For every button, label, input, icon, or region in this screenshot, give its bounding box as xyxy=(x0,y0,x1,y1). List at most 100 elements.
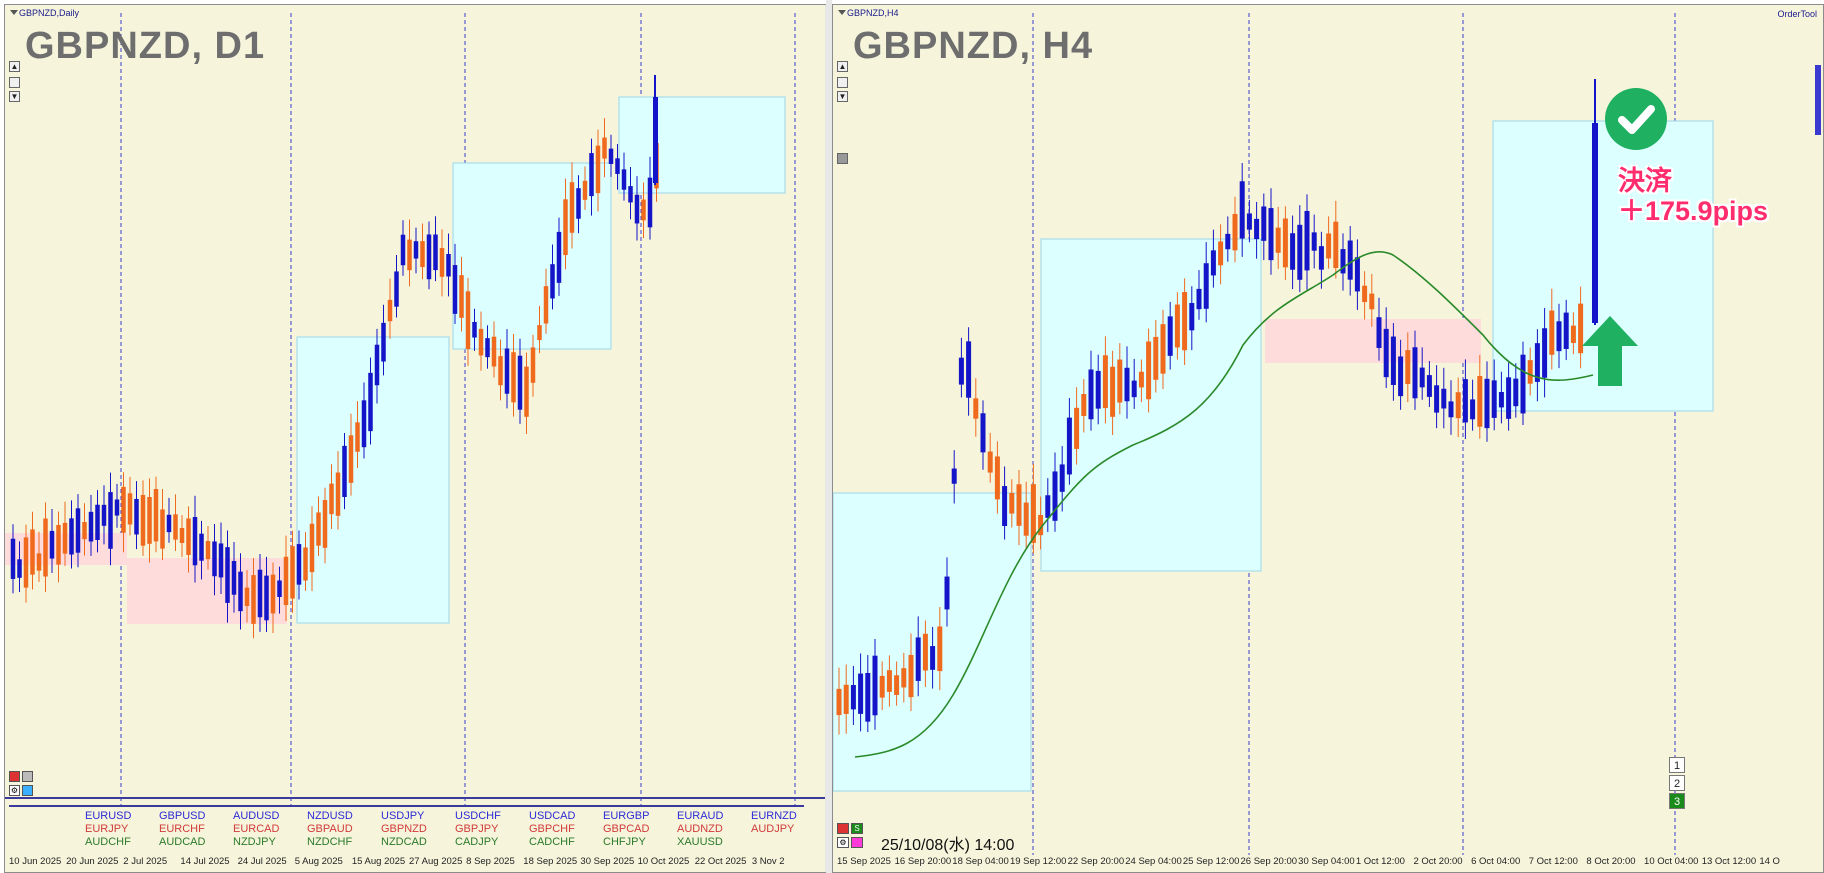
bull-candle xyxy=(1189,303,1195,331)
pair-link-audnzd[interactable]: AUDNZD xyxy=(677,823,723,835)
bear-candle xyxy=(244,587,250,607)
pair-link-chfjpy[interactable]: CHFJPY xyxy=(603,836,646,848)
bull-candle xyxy=(1225,233,1231,250)
bear-candle xyxy=(179,527,185,544)
bull-candle xyxy=(1304,210,1310,271)
restore-icon[interactable] xyxy=(22,771,33,782)
bear-candle xyxy=(641,199,646,221)
bull-candle xyxy=(517,355,523,410)
time-axis-label: 8 Sep 2025 xyxy=(466,856,515,867)
scrollbar-thumb[interactable] xyxy=(1815,65,1821,135)
pair-link-gbpaud[interactable]: GBPAUD xyxy=(307,823,353,835)
pair-link-usdcad[interactable]: USDCAD xyxy=(529,810,576,822)
time-axis-label: 16 Sep 20:00 xyxy=(894,856,952,867)
bull-candle xyxy=(1398,356,1404,397)
minimize-icon[interactable] xyxy=(837,823,849,834)
pair-link-xauusd[interactable]: XAUUSD xyxy=(677,836,723,848)
bear-candle xyxy=(348,435,354,483)
pair-link-audcad[interactable]: AUDCAD xyxy=(159,836,206,848)
bear-candle xyxy=(1074,407,1080,449)
preset-button-3[interactable]: 3 xyxy=(1669,793,1685,809)
pair-link-gbpcad[interactable]: GBPCAD xyxy=(603,823,650,835)
pair-link-audjpy[interactable]: AUDJPY xyxy=(751,823,795,835)
preset-button-2[interactable]: 2 xyxy=(1669,775,1685,791)
window-splitter[interactable] xyxy=(826,0,832,873)
pair-link-nzdusd[interactable]: NZDUSD xyxy=(307,810,353,822)
h4-chart-canvas[interactable] xyxy=(833,5,1824,873)
bull-candle xyxy=(1203,263,1209,309)
pair-link-cadchf[interactable]: CADCHF xyxy=(529,836,575,848)
bull-candle xyxy=(1167,316,1173,356)
pin-icon[interactable] xyxy=(837,153,848,164)
bull-candle xyxy=(452,265,458,314)
color-icon[interactable] xyxy=(22,785,33,796)
bull-candle xyxy=(1498,391,1504,408)
bear-candle xyxy=(1477,375,1483,427)
bear-candle xyxy=(173,514,178,540)
bull-candle xyxy=(647,177,653,228)
pair-link-eurusd[interactable]: EURUSD xyxy=(85,810,132,822)
pair-link-gbpjpy[interactable]: GBPJPY xyxy=(455,823,499,835)
tool-icon[interactable]: ⚙ xyxy=(9,785,20,796)
bull-candle xyxy=(75,508,81,553)
minimize-icon[interactable] xyxy=(9,771,20,782)
bear-candle xyxy=(843,684,849,714)
bear-candle xyxy=(1023,502,1029,536)
bear-candle xyxy=(602,137,607,159)
bull-candle xyxy=(1290,233,1296,270)
bull-candle xyxy=(980,413,986,453)
bull-candle xyxy=(413,241,419,259)
pair-link-usdchf[interactable]: USDCHF xyxy=(455,810,501,822)
pips-result: ＋175.9pips xyxy=(1618,196,1769,226)
bull-candle xyxy=(1470,399,1476,420)
bull-candle xyxy=(1268,208,1274,261)
bull-candle xyxy=(1513,378,1519,407)
fit-icon[interactable] xyxy=(837,77,848,88)
pair-link-eurgbp[interactable]: EURGBP xyxy=(603,810,650,822)
bull-candle xyxy=(1520,354,1526,414)
bear-candle xyxy=(335,472,341,516)
fit-icon[interactable] xyxy=(9,77,20,88)
chart-window-h4[interactable]: GBPNZD,H4 GBPNZD, H4 OrderTool ▲ ▼ 1 2 3… xyxy=(832,4,1824,873)
pair-link-eurchf[interactable]: EURCHF xyxy=(159,823,205,835)
bear-candle xyxy=(1038,514,1044,536)
mini-s-button[interactable]: S xyxy=(851,823,863,834)
pair-link-nzdchf[interactable]: NZDCHF xyxy=(307,836,353,848)
pair-link-gbpchf[interactable]: GBPCHF xyxy=(529,823,575,835)
scroll-down-icon[interactable]: ▼ xyxy=(9,91,20,102)
pair-link-nzdjpy[interactable]: NZDJPY xyxy=(233,836,276,848)
color-icon[interactable] xyxy=(851,837,863,848)
pair-link-euraud[interactable]: EURAUD xyxy=(677,810,724,822)
daily-chart-canvas[interactable] xyxy=(5,5,830,873)
bear-candle xyxy=(1016,484,1022,526)
scroll-up-icon[interactable]: ▲ xyxy=(837,61,848,72)
chart-window-daily[interactable]: GBPNZD,Daily GBPNZD, D1 ▲ ▼ ⚙ EURUSD EURJ… xyxy=(4,4,830,873)
tool-icon[interactable]: ⚙ xyxy=(837,837,849,848)
pair-link-gbpnzd[interactable]: GBPNZD xyxy=(381,823,427,835)
pair-link-cadjpy[interactable]: CADJPY xyxy=(455,836,499,848)
pair-link-audchf[interactable]: AUDCHF xyxy=(85,836,131,848)
pair-link-eurjpy[interactable]: EURJPY xyxy=(85,823,129,835)
scroll-up-icon[interactable]: ▲ xyxy=(9,61,20,72)
time-axis-label: 30 Sep 04:00 xyxy=(1298,856,1355,867)
pair-link-eurnzd[interactable]: EURNZD xyxy=(751,810,797,822)
zone-box-red xyxy=(1265,319,1481,363)
bear-candle xyxy=(1326,233,1332,259)
pair-link-gbpusd[interactable]: GBPUSD xyxy=(159,810,206,822)
order-tool-label[interactable]: OrderTool xyxy=(1777,9,1817,19)
bull-candle xyxy=(1246,213,1252,230)
bear-candle xyxy=(1275,227,1281,253)
preset-button-1[interactable]: 1 xyxy=(1669,757,1685,773)
bull-candle xyxy=(1491,380,1497,418)
bull-candle xyxy=(1052,471,1058,521)
bull-candle xyxy=(576,188,581,219)
scroll-down-icon[interactable]: ▼ xyxy=(837,91,848,102)
bull-candle xyxy=(212,541,217,577)
pair-link-audusd[interactable]: AUDUSD xyxy=(233,810,280,822)
pair-link-usdjpy[interactable]: USDJPY xyxy=(381,810,425,822)
pair-link-nzdcad[interactable]: NZDCAD xyxy=(381,836,427,848)
bear-candle xyxy=(387,299,393,322)
bull-candle xyxy=(88,511,94,542)
bull-candle xyxy=(915,637,921,681)
pair-link-eurcad[interactable]: EURCAD xyxy=(233,823,280,835)
